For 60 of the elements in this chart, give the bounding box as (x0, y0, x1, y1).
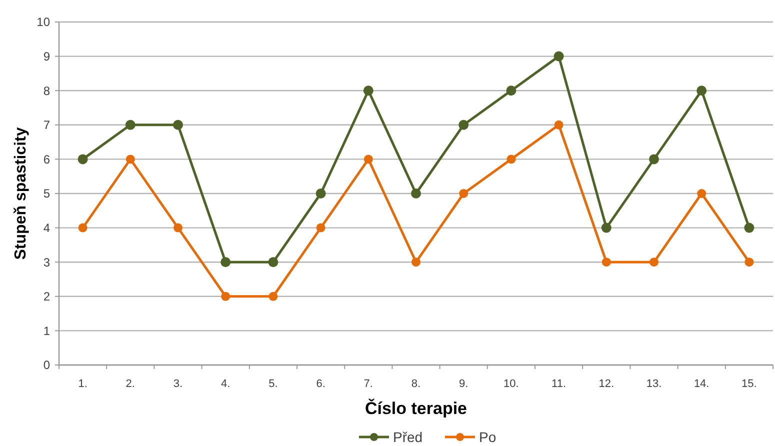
point (411, 188, 421, 198)
point (412, 258, 420, 267)
point (78, 223, 88, 232)
y-tick-label: 2 (43, 290, 50, 304)
x-tick-label: 6. (316, 378, 326, 390)
point (458, 120, 469, 130)
point (697, 189, 706, 198)
point (602, 258, 611, 267)
y-axis-title: Stupeň spasticity (12, 127, 30, 260)
point (601, 222, 612, 233)
x-tick-label: 14. (694, 378, 710, 390)
y-tick-label: 5 (43, 186, 50, 201)
point (506, 154, 516, 164)
point (174, 223, 182, 232)
point (173, 120, 183, 130)
point (126, 154, 135, 164)
y-tick-label: 8 (43, 84, 50, 98)
point (125, 120, 136, 130)
x-tick-label: 5. (268, 378, 278, 390)
x-tick-label: 8. (411, 378, 421, 390)
point (649, 154, 659, 164)
x-tick-label: 12. (598, 378, 614, 390)
point (696, 86, 707, 96)
point (554, 120, 564, 130)
y-tick-label: 1 (43, 324, 50, 338)
x-tick-label: 4. (221, 378, 230, 390)
y-tick-label: 3 (43, 255, 50, 270)
point (316, 223, 326, 232)
point (220, 257, 231, 268)
x-axis-title: Číslo terapie (364, 398, 468, 418)
y-tick-label: 10 (36, 15, 50, 30)
point (506, 86, 516, 96)
x-tick-label: 10. (504, 378, 519, 390)
point (78, 154, 88, 164)
point (364, 154, 373, 164)
x-tick-label: 7. (364, 378, 373, 390)
legend-label: Po (479, 428, 496, 445)
point (363, 86, 374, 96)
x-tick-label: 3. (173, 378, 183, 390)
point (268, 257, 278, 268)
y-tick-label: 9 (43, 50, 50, 64)
x-tick-label: 13. (646, 378, 662, 390)
point (221, 292, 230, 301)
legend-label: Před (393, 428, 423, 445)
x-tick-label: 2. (126, 378, 135, 390)
x-tick-label: 9. (459, 378, 468, 390)
point (744, 222, 754, 233)
x-tick-label: 1. (78, 378, 88, 390)
point (268, 292, 278, 301)
point (316, 188, 326, 198)
point (554, 51, 564, 62)
y-tick-label: 0 (43, 358, 50, 372)
y-tick-label: 7 (43, 118, 50, 132)
point (744, 258, 754, 267)
y-tick-label: 4 (43, 221, 50, 235)
x-tick-label: 11. (552, 378, 566, 390)
point (459, 189, 468, 198)
y-tick-label: 6 (43, 152, 50, 166)
x-tick-label: 15. (742, 378, 757, 390)
point (650, 258, 658, 267)
